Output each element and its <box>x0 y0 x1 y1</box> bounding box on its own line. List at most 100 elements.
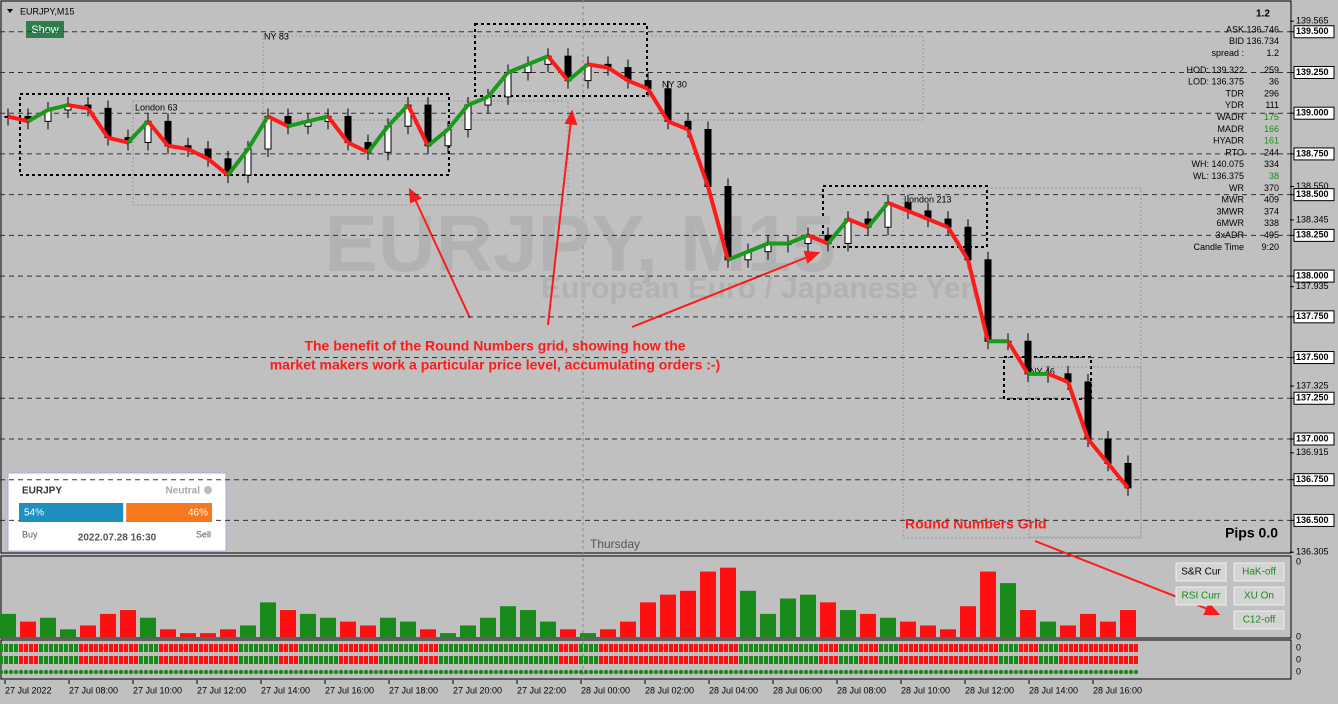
histogram-bar <box>160 629 176 637</box>
indicator-button[interactable] <box>1233 562 1285 582</box>
info-value: 161 <box>1264 136 1279 146</box>
signal-dot <box>59 656 63 664</box>
indicator-button-label[interactable]: XU On <box>1244 591 1274 602</box>
day-label: Thursday <box>590 537 640 551</box>
trend-line <box>787 233 809 246</box>
signal-dot <box>164 644 168 652</box>
histogram-bar <box>880 617 896 637</box>
signal-dot <box>959 644 963 652</box>
y-tick-highlight <box>1293 106 1335 120</box>
signal-dot <box>968 669 974 675</box>
signal-dot <box>903 669 909 675</box>
indicator-button-label[interactable]: S&R Cur <box>1181 567 1221 578</box>
signal-dot <box>759 656 763 664</box>
signal-dot <box>448 669 454 675</box>
signal-dot <box>434 644 438 652</box>
timestamp: 2022.07.28 16:30 <box>78 533 157 544</box>
show-button-label[interactable]: Show <box>31 24 59 36</box>
trend-line <box>366 125 390 154</box>
info-label: RTO <box>1225 147 1244 157</box>
signal-dot <box>919 656 923 664</box>
signal-dot <box>303 669 309 675</box>
y-tick-highlight <box>1293 391 1335 405</box>
signal-dot <box>1003 669 1009 675</box>
signal-dot <box>1084 656 1088 664</box>
info-label: Candle Time <box>1193 242 1244 252</box>
signal-dot <box>754 644 758 652</box>
indicator-button[interactable] <box>1175 586 1227 606</box>
signal-dot <box>833 669 839 675</box>
signal-dot <box>1123 669 1129 675</box>
signal-dot <box>194 644 198 652</box>
signal-dot <box>618 669 624 675</box>
trend-line <box>446 103 470 131</box>
show-button[interactable] <box>26 21 64 38</box>
trend-line <box>627 78 649 91</box>
trend-line <box>807 233 829 246</box>
signal-dot <box>168 669 174 675</box>
signal-dot <box>1023 669 1029 675</box>
trend-line <box>587 62 609 70</box>
signal-dot <box>149 644 153 652</box>
signal-dot <box>943 669 949 675</box>
histogram-bar <box>80 625 96 637</box>
signal-dot <box>193 669 199 675</box>
signal-dot <box>1129 644 1133 652</box>
trend-line <box>826 217 850 245</box>
signal-dot <box>623 669 629 675</box>
signal-dot <box>114 644 118 652</box>
signal-dot <box>669 644 673 652</box>
indicator-button[interactable] <box>1233 586 1285 606</box>
trend-line <box>126 119 150 144</box>
indicator-button-label[interactable]: HaK-off <box>1242 567 1276 578</box>
info-value: 36 <box>1269 77 1279 87</box>
signal-dot <box>649 656 653 664</box>
histogram-bar <box>920 625 936 637</box>
signal-dot <box>919 644 923 652</box>
signal-dot <box>338 669 344 675</box>
signal-dot <box>424 644 428 652</box>
x-tick-label: 27 Jul 20:00 <box>453 685 502 695</box>
signal-dot <box>1098 669 1104 675</box>
signal-dot <box>854 656 858 664</box>
signal-dot <box>673 669 679 675</box>
signal-dot <box>554 656 558 664</box>
signal-dot <box>779 644 783 652</box>
indicator-button[interactable] <box>1175 562 1227 582</box>
signal-dot <box>783 669 789 675</box>
signal-dot <box>218 669 224 675</box>
signal-dot <box>603 669 609 675</box>
indicator-button[interactable] <box>1233 610 1285 630</box>
signal-dot <box>84 644 88 652</box>
signal-dot <box>339 644 343 652</box>
info-value: 338 <box>1264 218 1279 228</box>
histogram-bar <box>420 629 436 637</box>
signal-dot <box>524 644 528 652</box>
signal-dot <box>1063 669 1069 675</box>
signal-dot <box>48 669 54 675</box>
trend-line <box>107 135 129 145</box>
indicator-button-label[interactable]: C12-off <box>1243 615 1276 626</box>
signal-dot <box>934 644 938 652</box>
signal-dot <box>369 644 373 652</box>
signal-dot <box>1069 644 1073 652</box>
histogram-bar <box>900 621 916 637</box>
signal-dot <box>868 669 874 675</box>
signal-dot <box>178 669 184 675</box>
signal-dot <box>453 669 459 675</box>
signal-dot <box>794 644 798 652</box>
signal-dot <box>939 644 943 652</box>
signal-dot <box>663 669 669 675</box>
trend-line <box>927 217 949 230</box>
signal-dot <box>228 669 234 675</box>
signal-dot <box>649 644 653 652</box>
signal-dot <box>329 656 333 664</box>
indicator-button-label[interactable]: RSI Curr <box>1182 591 1222 602</box>
y-tick-label: 137.500 <box>1296 352 1329 362</box>
signal-dot <box>94 656 98 664</box>
signal-dot <box>933 669 939 675</box>
signal-dot <box>894 644 898 652</box>
signal-dot <box>239 656 243 664</box>
signal-dot <box>759 644 763 652</box>
signal-dot <box>148 669 154 675</box>
